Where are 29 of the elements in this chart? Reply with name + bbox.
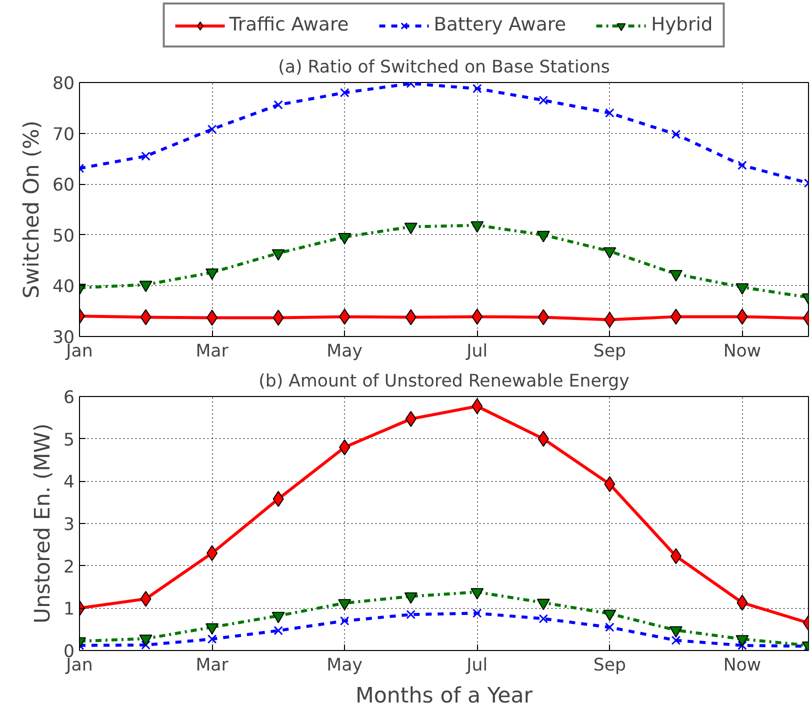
- x-tick-label: May: [326, 656, 363, 676]
- y-tick-label: 50: [52, 226, 75, 246]
- legend-label: Hybrid: [651, 14, 713, 36]
- y-tick-label: 3: [63, 515, 75, 535]
- chart-title: (b) Amount of Unstored Renewable Energy: [258, 372, 630, 392]
- y-tick-label: 1: [63, 600, 75, 620]
- y-tick-label: 2: [63, 557, 75, 578]
- y-axis-title: Switched On (%): [19, 120, 44, 298]
- chart-title: (a) Ratio of Switched on Base Stations: [278, 58, 610, 78]
- x-tick-label: Mar: [196, 656, 230, 676]
- y-axis-title: Unstored En. (MW): [30, 423, 56, 624]
- x-axis-title: Months of a Year: [355, 684, 533, 708]
- x-tick-label: Jul: [466, 656, 488, 676]
- x-tick-label: Mar: [196, 342, 230, 362]
- y-tick-label: 4: [63, 472, 75, 493]
- x-tick-label: Sep: [593, 342, 626, 362]
- y-tick-label: 6: [63, 388, 75, 408]
- legend-label: Traffic Aware: [229, 14, 349, 36]
- y-tick-label: 80: [52, 74, 75, 94]
- x-tick-label: May: [326, 342, 363, 362]
- y-tick-label: 60: [52, 176, 75, 196]
- x-tick-label: Now: [723, 342, 762, 362]
- y-tick-label: 5: [63, 430, 75, 450]
- y-tick-label: 70: [52, 124, 75, 145]
- x-tick-label: Jul: [466, 342, 488, 362]
- x-tick-label: Sep: [593, 656, 626, 676]
- y-tick-label: 40: [52, 277, 75, 298]
- legend-label: Battery Aware: [434, 14, 566, 36]
- x-tick-label: Now: [723, 656, 762, 676]
